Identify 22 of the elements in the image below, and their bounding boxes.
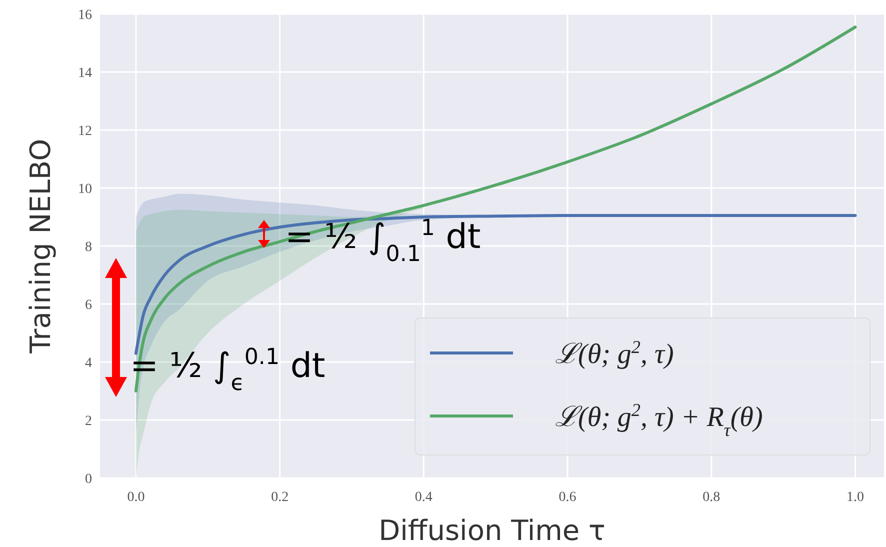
x-tick-label: 0.2 [271, 490, 289, 505]
x-tick-label: 0.8 [702, 490, 720, 505]
annotation: = ½ ∫$_{ϵ}$$^{0.1}$ dt [130, 344, 326, 396]
x-tick-label: 0.0 [127, 490, 145, 505]
legend-label: ℒ(θ; g$^{2}$, τ) [555, 337, 674, 370]
y-tick-label: 4 [85, 356, 92, 371]
y-tick-label: 8 [85, 240, 92, 255]
y-tick-label: 0 [85, 472, 92, 487]
legend-label: ℒ(θ; g$^{2}$, τ) + R$_{τ}$(θ) [555, 400, 763, 440]
line-series [134, 26, 857, 392]
y-tick-label: 12 [78, 124, 92, 139]
y-tick-label: 14 [78, 66, 92, 81]
y-tick-label: 6 [85, 298, 92, 313]
x-tick-label: 0.4 [414, 490, 432, 505]
y-tick-label: 2 [85, 414, 92, 429]
y-axis-title: Training NELBO [24, 138, 57, 354]
x-tick-label: 0.6 [558, 490, 576, 505]
y-tick-label: 10 [78, 182, 92, 197]
annotation: = ½ ∫$_{0.1}$$^{1}$ dt [285, 215, 481, 267]
y-tick-label: 16 [78, 8, 92, 23]
x-axis-title: Diffusion Time τ [378, 514, 606, 547]
x-tick-label: 1.0 [846, 490, 864, 505]
